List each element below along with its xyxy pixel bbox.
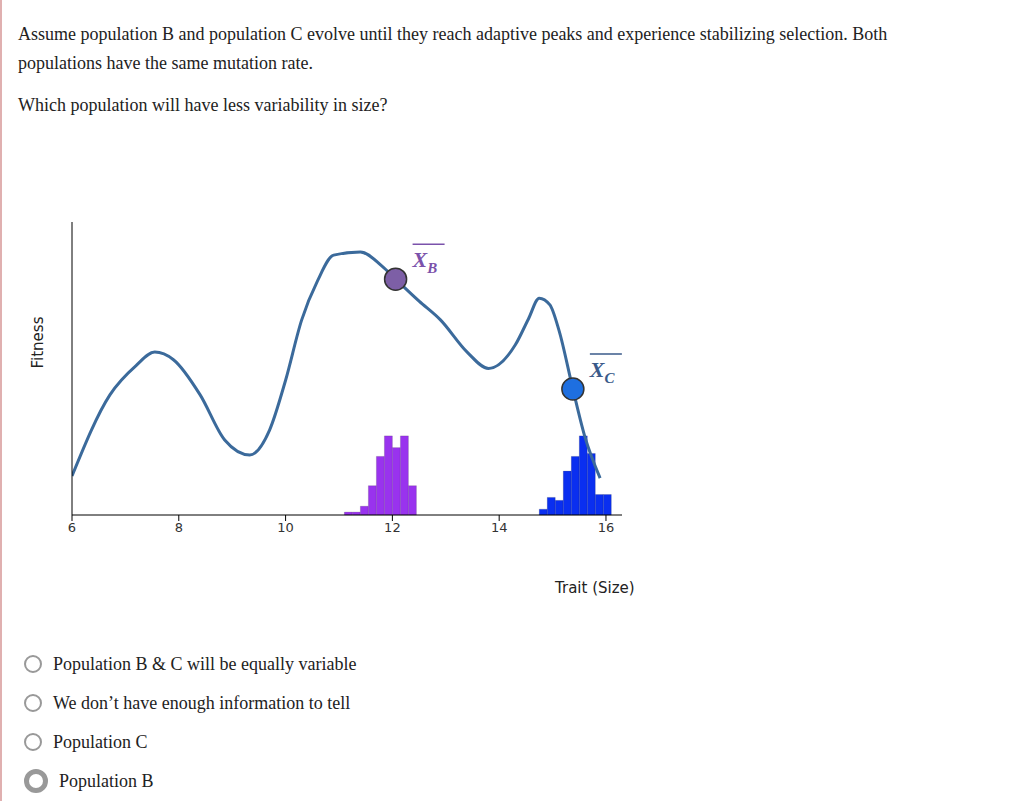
svg-text:12: 12	[384, 520, 401, 535]
svg-text:Fitness: Fitness	[30, 316, 47, 368]
svg-text:10: 10	[277, 520, 294, 535]
html-text:Trait (Size): Trait (Size)	[555, 579, 635, 597]
html-text:Population B: Population B	[59, 770, 154, 791]
svg-text:XB: XB	[412, 247, 438, 276]
svg-text:XC: XC	[589, 357, 616, 386]
html-text:Assume population B and popula: Assume population B and population C evo…	[18, 24, 888, 44]
svg-text:14: 14	[491, 520, 508, 535]
svg-text:16: 16	[598, 520, 615, 535]
html-text:We don’t have enough informati: We don’t have enough information to tell	[53, 692, 351, 713]
svg-text:6: 6	[68, 520, 76, 535]
html-text:Which population will have les: Which population will have less variabil…	[18, 95, 388, 115]
html-text:Population C: Population C	[53, 731, 148, 752]
html-text:populations have the same muta: populations have the same mutation rate.	[18, 53, 313, 73]
html-text:Population B & C will be equal: Population B & C will be equally variabl…	[53, 653, 357, 674]
svg-text:8: 8	[175, 520, 183, 535]
